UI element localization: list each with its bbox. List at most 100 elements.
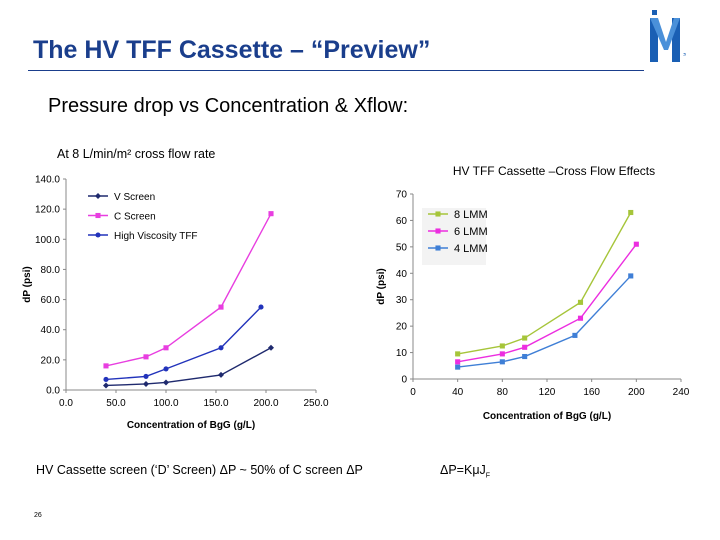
right-chart-data-point	[522, 344, 528, 350]
left-chart-data-point	[258, 304, 264, 310]
left-chart-series-2	[103, 304, 264, 382]
right-chart-data-point	[455, 364, 461, 370]
right-chart-y-tick-label: 30	[396, 295, 408, 306]
left-chart-y-tick-label: 80.0	[41, 265, 61, 276]
right-chart-y-axis-label: dP (psi)	[376, 268, 387, 304]
formula-j: J	[479, 463, 486, 477]
left-chart-y-tick-label: 140.0	[35, 175, 60, 186]
right-chart-data-point	[628, 209, 634, 216]
slide-subtitle: Pressure drop vs Concentration & Xflow:	[48, 95, 409, 117]
left-chart-data-point	[163, 345, 169, 351]
left-chart-data-point	[103, 382, 109, 389]
left-chart-data-point	[218, 304, 224, 310]
right-chart-data-point	[522, 353, 528, 360]
left-chart-x-tick-label: 150.0	[203, 398, 228, 409]
right-chart-legend-label: 8 LMM	[454, 209, 488, 221]
formula-subscript: F	[485, 472, 491, 480]
left-chart-x-tick-label: 250.0	[303, 398, 328, 409]
right-chart-y-tick-label: 10	[396, 348, 408, 359]
left-chart-data-point	[268, 211, 274, 217]
right-chart-x-axis-label: Concentration of BgG (g/L)	[483, 411, 611, 422]
title-divider	[28, 70, 644, 71]
right-chart-legend: 8 LMM 6 LMM 4 LMM	[422, 208, 488, 265]
left-chart-x-tick-label: 0.0	[59, 398, 73, 409]
logo-wordmark: M	[682, 53, 687, 56]
left-chart-y-tick-label: 100.0	[35, 235, 60, 246]
left-chart-data-point	[163, 379, 169, 386]
right-chart-series-2	[455, 273, 634, 370]
left-chart-x-tick-label: 200.0	[253, 398, 278, 409]
right-chart-series-0	[455, 209, 634, 357]
left-chart-legend-label: V Screen	[114, 192, 155, 203]
right-chart-legend-label: 4 LMM	[454, 243, 488, 255]
left-chart-legend-label: C Screen	[114, 212, 156, 223]
left-chart-data-point	[103, 363, 109, 369]
right-chart-y-tick-label: 20	[396, 322, 408, 333]
left-chart-x-tick-label: 50.0	[106, 398, 126, 409]
right-chart-series-1	[455, 241, 639, 365]
left-chart-x-axis-label: Concentration of BgG (g/L)	[127, 420, 255, 431]
left-chart-x-tick-label: 100.0	[153, 398, 178, 409]
left-chart-y-tick-label: 20.0	[41, 355, 61, 366]
right-chart-legend-box	[422, 208, 486, 265]
right-chart-data-point	[455, 351, 461, 357]
right-chart-data-point	[522, 335, 528, 341]
chart-pressure-vs-concentration-screens: 0.0 20.0 40.0 60.0 80.0 100.0 120.0 140.0 0.0 50.…	[22, 175, 329, 432]
right-chart-x-tick-label: 80	[497, 387, 509, 398]
formula-prefix: ΔP=Kμ	[440, 463, 480, 477]
left-chart-legend-box	[82, 190, 212, 255]
left-chart-data-point	[163, 366, 169, 372]
merck-millipore-logo-icon: M	[650, 10, 687, 62]
left-chart-data-point	[143, 354, 149, 360]
left-chart-y-axis-label: dP (psi)	[22, 266, 33, 302]
left-chart-legend-swatch-marker	[95, 212, 101, 219]
right-chart-y-tick-label: 0	[401, 375, 407, 386]
left-chart-y-tick-label: 0.0	[46, 386, 60, 397]
right-chart-data-point	[499, 359, 505, 365]
right-chart-legend-swatch-marker	[435, 245, 441, 251]
left-chart-legend-label: High Viscosity TFF	[114, 231, 198, 242]
left-chart-legend: V Screen C Screen High Viscosity TFF	[82, 190, 212, 255]
right-chart-data-point	[577, 315, 584, 321]
right-chart-x-tick-label: 40	[452, 387, 464, 398]
left-chart-y-tick-label: 40.0	[41, 325, 61, 336]
right-chart-x-tick-label: 200	[628, 387, 645, 398]
right-chart-title: HV TFF Cassette –Cross Flow Effects	[453, 164, 655, 178]
right-chart-y-tick-label: 40	[396, 269, 408, 280]
footer-note: HV Cassette screen (‘D’ Screen) ΔP ~ 50%…	[36, 463, 363, 477]
right-chart-data-point	[577, 299, 584, 305]
left-chart-data-point	[143, 380, 149, 387]
right-chart-data-point	[499, 351, 505, 357]
left-chart-y-tick-label: 60.0	[41, 295, 61, 306]
pressure-formula: ΔP=KμJF	[440, 463, 490, 480]
left-chart-data-point	[218, 345, 224, 351]
right-chart-data-point	[455, 359, 461, 365]
left-chart-data-point	[218, 371, 224, 378]
left-chart-data-point	[268, 344, 274, 351]
right-chart-legend-label: 6 LMM	[454, 226, 488, 238]
slide-title: The HV TFF Cassette – “Preview”	[33, 36, 431, 64]
right-chart-y-tick-label: 70	[396, 190, 408, 201]
left-chart-data-point	[143, 373, 149, 379]
right-chart-x-tick-label: 240	[673, 387, 690, 398]
right-chart-y-tick-label: 50	[396, 242, 408, 253]
left-chart-legend-swatch-marker	[95, 193, 101, 199]
right-chart-y-tick-label: 60	[396, 216, 408, 227]
right-chart-data-point	[499, 343, 505, 349]
left-chart-data-point	[103, 376, 109, 382]
right-chart-x-tick-label: 160	[583, 387, 600, 398]
left-chart-legend-swatch-marker	[95, 232, 101, 238]
right-chart-data-point	[628, 273, 634, 279]
right-chart-x-tick-label: 0	[410, 387, 416, 398]
right-chart-data-point	[572, 332, 578, 338]
right-chart-x-tick-label: 120	[539, 387, 556, 398]
page-number: 26	[34, 512, 42, 519]
left-chart-series-1	[103, 211, 274, 369]
left-chart-y-tick-label: 120.0	[35, 205, 60, 216]
right-chart-legend-swatch-marker	[435, 211, 441, 217]
right-chart-data-point	[633, 241, 639, 247]
left-chart-series-0	[103, 344, 274, 389]
chart-cross-flow-effects: HV TFF Cassette –Cross Flow Effects 0 10 20…	[376, 164, 690, 422]
chart-caption: At 8 L/min/m² cross flow rate	[57, 147, 216, 161]
right-chart-legend-swatch-marker	[435, 228, 441, 234]
